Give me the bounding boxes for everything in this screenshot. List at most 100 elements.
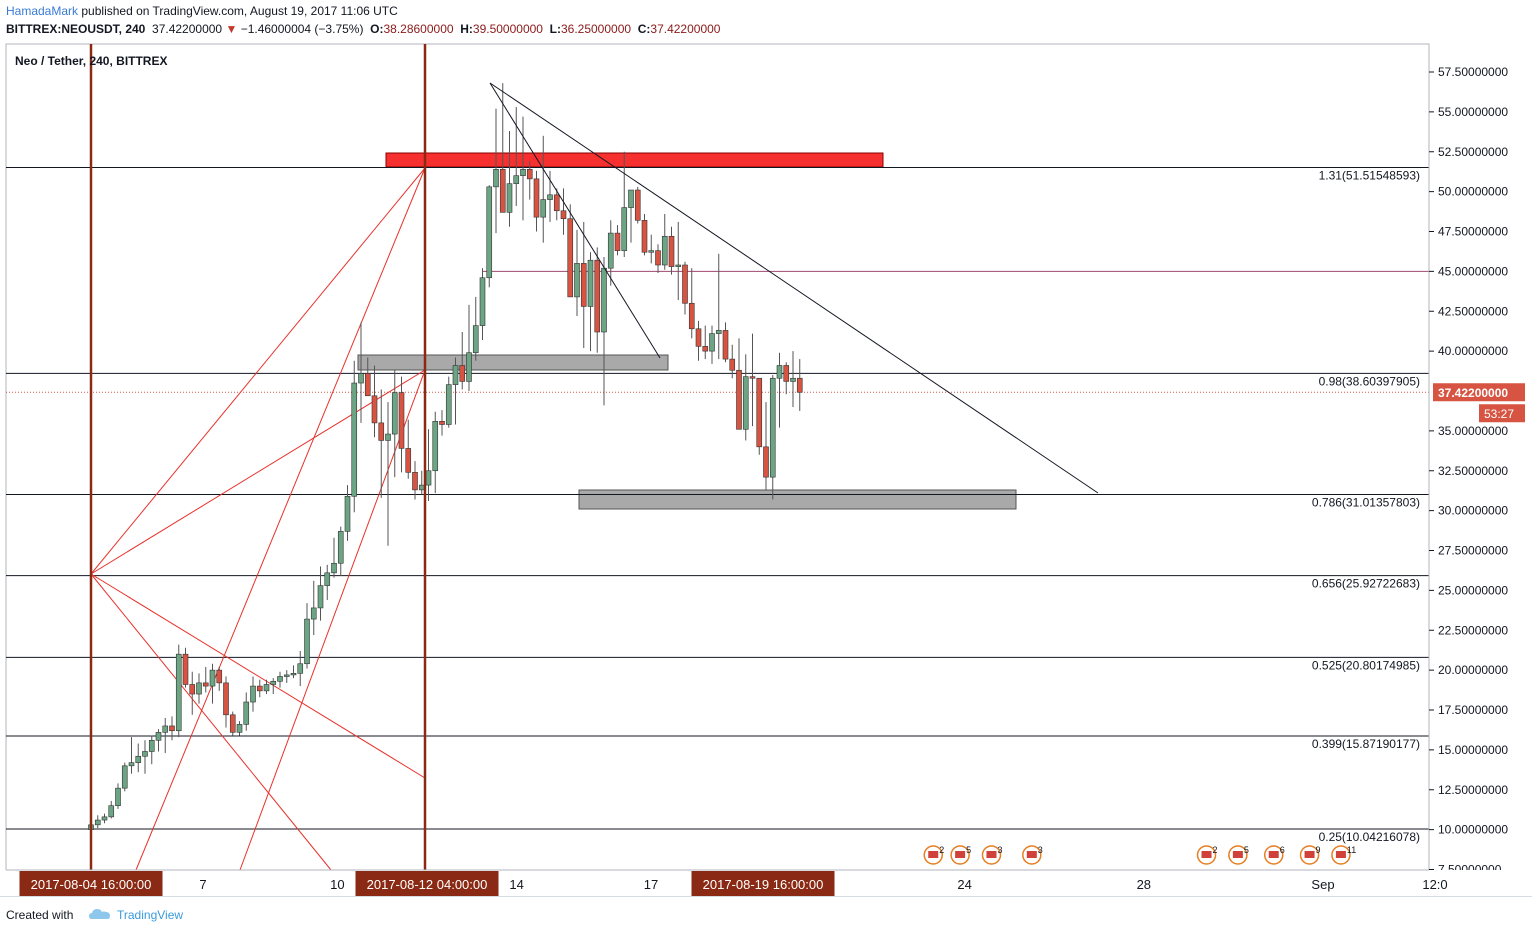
candle-body	[587, 259, 594, 307]
candle-body	[337, 531, 344, 564]
candle-body	[648, 250, 655, 253]
candle-body	[128, 762, 135, 767]
support-zone-gray-lower	[578, 489, 1017, 510]
candle-body	[189, 684, 196, 695]
candle-body	[661, 235, 668, 266]
fib-level-label: 0.25(10.04216078)	[1319, 830, 1420, 844]
time-axis-highlight	[691, 871, 835, 896]
candle-body	[466, 352, 472, 382]
candle-body	[621, 207, 628, 251]
plot-area[interactable]	[5, 43, 1430, 871]
price-tick-label: 10.00000000	[1438, 823, 1508, 837]
candle-body	[479, 277, 486, 326]
price-tick-label: 52.50000000	[1438, 145, 1508, 159]
candle-body	[283, 674, 290, 677]
fib-level-label: 1.31(51.51548593)	[1319, 168, 1420, 182]
footer: Created with TradingView	[0, 896, 1532, 933]
time-axis-highlight	[19, 871, 163, 896]
candle-body	[148, 740, 155, 752]
candle-body	[607, 232, 614, 269]
candle-body	[682, 264, 688, 304]
candle-body	[398, 392, 405, 449]
candle-body	[668, 235, 675, 267]
candle-body	[688, 302, 695, 330]
support-zone-gray-upper	[357, 354, 669, 371]
price-tick-label: 27.50000000	[1438, 544, 1508, 558]
candle-body	[364, 373, 371, 397]
fib-level-label: 0.656(25.92722683)	[1312, 577, 1420, 591]
candle-body	[769, 377, 776, 478]
event-badge-count: 3	[1038, 845, 1043, 855]
author-link[interactable]: HamadaMark	[6, 4, 79, 18]
time-axis-label: 10	[330, 877, 344, 892]
candle-body	[101, 816, 108, 821]
vertical-lines-layer	[89, 44, 427, 870]
event-badge-count: 6	[1280, 845, 1285, 855]
time-axis-highlight-label: 2017-08-12 04:00:00	[367, 877, 488, 892]
fib-levels-layer: 1.31(51.51548593) 0.98(38.60397905) 0.786(…	[6, 166, 1429, 844]
price-tick-label: 20.00000000	[1438, 663, 1508, 677]
low-label: L:	[549, 22, 561, 36]
candle-body	[351, 382, 358, 497]
candle-body	[425, 470, 432, 486]
candle-body	[243, 701, 250, 725]
countdown-tag-label: 53:27	[1484, 407, 1514, 421]
price-chart[interactable]: 1.31(51.51548593) 0.98(38.60397905) 0.786(…	[0, 0, 1532, 896]
candle-body	[736, 369, 742, 430]
high-label: H:	[460, 22, 473, 36]
candle-body	[317, 585, 324, 609]
published-text: published on TradingView.com, August 19,…	[81, 4, 398, 18]
candle-body	[385, 433, 391, 441]
flag-icon	[1268, 851, 1279, 858]
candle-body	[547, 194, 553, 200]
candle-body	[472, 325, 479, 354]
candle-body	[169, 725, 175, 732]
time-axis-label: Sep	[1311, 877, 1334, 892]
candle-body	[155, 732, 162, 741]
tradingview-cloud-icon[interactable]	[88, 906, 112, 922]
candle-body	[439, 421, 445, 425]
candle-body	[304, 618, 310, 665]
tradingview-brand-link[interactable]: TradingView	[117, 908, 184, 922]
candle-body	[331, 562, 337, 574]
candle-body	[121, 765, 128, 789]
time-axis-label: 17	[644, 877, 658, 892]
fib-level-label: 0.525(20.80174985)	[1312, 658, 1420, 672]
candle-body	[182, 653, 189, 685]
event-badge-count: 3	[997, 845, 1002, 855]
chart-title: Neo / Tether, 240, BITTREX	[15, 54, 167, 68]
candle-body	[655, 250, 661, 266]
event-badge-count: 5	[1244, 845, 1249, 855]
chart-header: HamadaMark published on TradingView.com,…	[0, 0, 1532, 42]
candle-body	[709, 333, 715, 352]
flag-icon	[1335, 851, 1346, 858]
candle-body	[196, 682, 202, 695]
publish-line: HamadaMark published on TradingView.com,…	[6, 4, 398, 18]
candle-body	[324, 572, 331, 586]
candle-body	[94, 819, 101, 826]
candle-body	[459, 365, 466, 382]
resistance-zone-red	[385, 152, 884, 168]
price-tick-label: 40.00000000	[1438, 344, 1508, 358]
current-price-tag	[1433, 383, 1525, 402]
high-value: 39.50000000	[472, 22, 543, 36]
candle-body	[432, 421, 439, 472]
candle-body	[142, 751, 148, 757]
candle-body	[580, 263, 587, 307]
candle-body	[742, 376, 749, 430]
ohlc-line: BITTREX:NEOUSDT, 240 37.42200000 ▼ −1.46…	[6, 22, 720, 36]
candle-body	[783, 365, 790, 382]
candle-body	[452, 365, 459, 385]
price-axis[interactable]: 57.50000000 55.00000000 52.50000000 50.0000…	[1429, 65, 1525, 877]
candle-body	[614, 232, 621, 251]
fib-level-label: 0.786(31.01357803)	[1312, 495, 1420, 509]
candle-body	[412, 472, 418, 491]
zones-layer	[357, 152, 1017, 510]
event-badge-count: 9	[1316, 845, 1321, 855]
candle-body	[418, 484, 425, 491]
gann-fan-line	[239, 369, 426, 871]
flag-icon	[1232, 851, 1243, 858]
low-value: 36.25000000	[560, 22, 632, 36]
time-axis[interactable]: 2017-08-04 16:00:00 7 10 2017-08-12 04:00:0…	[19, 871, 1448, 896]
time-axis-highlight-label: 2017-08-04 16:00:00	[31, 877, 152, 892]
